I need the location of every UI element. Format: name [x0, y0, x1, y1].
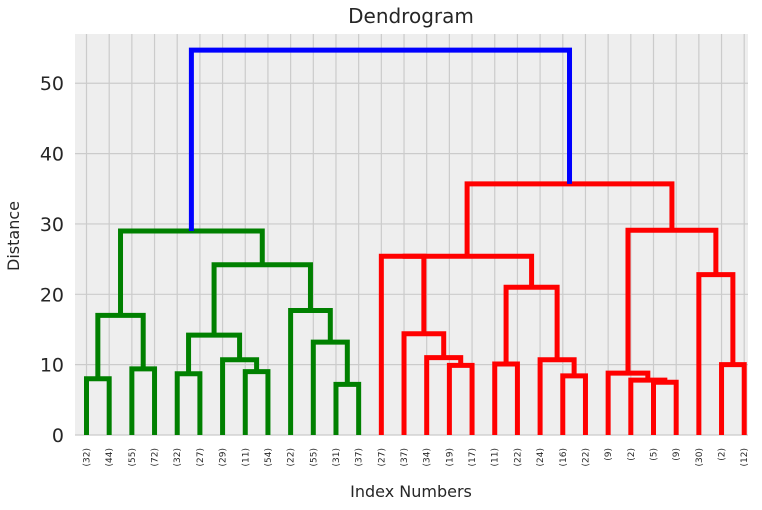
y-tick-label: 10 [40, 355, 64, 377]
x-tick-label: (31) [332, 448, 342, 466]
x-tick-label: (32) [83, 448, 93, 466]
chart-title: Dendrogram [348, 4, 474, 28]
x-tick-label: (16) [559, 448, 569, 466]
x-tick-label: (22) [513, 448, 523, 466]
x-tick-label: (37) [400, 448, 410, 466]
x-tick-label: (32) [173, 448, 183, 466]
x-tick-label: (34) [423, 448, 433, 466]
x-tick-label: (37) [355, 448, 365, 466]
x-tick-label: (2) [718, 448, 728, 461]
x-tick-label: (22) [581, 448, 591, 466]
x-tick-label: (29) [219, 448, 229, 466]
dendrogram-link [186, 332, 243, 374]
x-tick-label: (30) [695, 448, 705, 466]
y-tick-label: 50 [40, 73, 64, 95]
y-tick-label: 40 [40, 144, 64, 166]
dendrogram-link [401, 331, 447, 435]
dendrogram-link [220, 357, 260, 435]
x-axis-label: Index Numbers [350, 482, 472, 501]
dendrogram-link [492, 361, 520, 435]
x-tick-labels: (32) (44) (55) (72) (32) (27) (29) (11) (54) (22)… [83, 448, 751, 466]
dendrogram-link [188, 47, 573, 231]
x-tick-label: (55) [309, 448, 319, 466]
dendrogram-link [95, 312, 146, 379]
x-tick-label: (2) [627, 448, 637, 461]
x-tick-label: (22) [287, 448, 297, 466]
y-tick-label: 20 [40, 284, 64, 306]
x-tick-label: (27) [196, 448, 206, 466]
x-tick-label: (19) [445, 448, 455, 466]
dendrogram-link [174, 371, 203, 435]
dendrogram-links [84, 47, 747, 435]
x-tick-label: (9) [604, 448, 614, 461]
x-tick-label: (72) [151, 448, 161, 466]
x-tick-label: (17) [468, 448, 478, 466]
x-tick-label: (11) [491, 448, 501, 466]
x-tick-label: (54) [264, 448, 274, 466]
y-axis-label: Distance [4, 201, 23, 271]
x-tick-label: (27) [377, 448, 387, 466]
y-tick-label: 0 [52, 425, 64, 447]
y-tick-labels: 0 10 20 30 40 50 [40, 73, 64, 447]
dendrogram-link [310, 339, 350, 435]
dendrogram-link [537, 357, 577, 435]
dendrogram-link [402, 253, 535, 288]
dendrogram-link [625, 227, 719, 374]
x-tick-label: (11) [241, 448, 251, 466]
x-tick-label: (12) [740, 448, 750, 466]
dendrogram-link [446, 362, 475, 435]
x-tick-label: (5) [650, 448, 660, 461]
x-tick-label: (24) [536, 448, 546, 466]
x-tick-label: (44) [105, 448, 115, 466]
dendrogram-link [288, 307, 333, 435]
x-tick-label: (9) [672, 448, 682, 461]
x-tick-label: (55) [128, 448, 138, 466]
y-tick-label: 30 [40, 214, 64, 236]
dendrogram-link [211, 262, 313, 336]
